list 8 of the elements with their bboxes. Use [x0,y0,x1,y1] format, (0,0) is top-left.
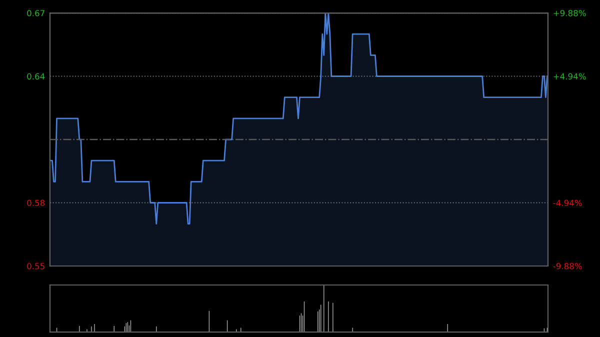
y-tick-label: 0.67 [27,10,44,16]
y-tick-label: 0.55 [27,262,44,270]
y2-tick-label: -4.94% [553,200,582,206]
y-tick-label: 0.58 [27,200,45,206]
y2-tick-label: +4.94% [554,73,586,80]
y2-tick-label: +9.88% [554,10,586,16]
y2-tick-label: -9.88% [553,262,582,270]
y-tick-label: 0.64 [27,73,45,80]
